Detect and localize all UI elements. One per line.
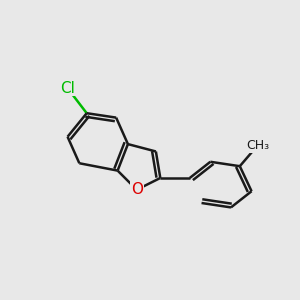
Text: CH₃: CH₃ — [246, 139, 269, 152]
Text: O: O — [131, 182, 143, 197]
Text: Cl: Cl — [60, 81, 75, 96]
